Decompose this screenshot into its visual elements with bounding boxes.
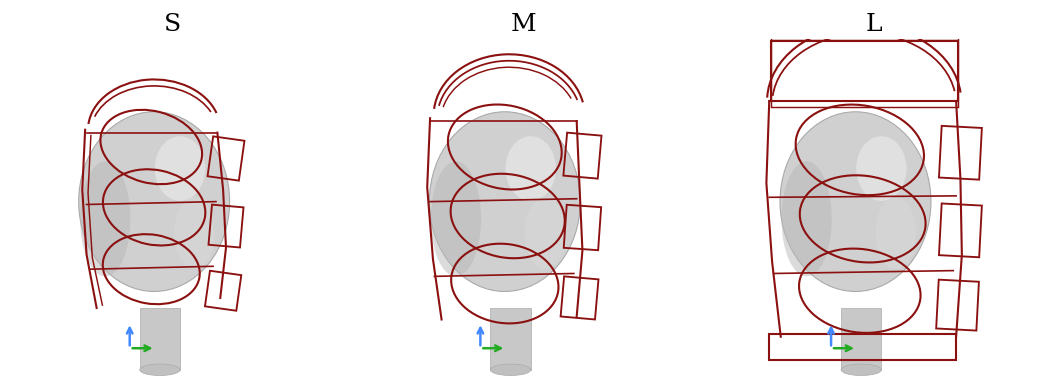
Ellipse shape xyxy=(841,364,882,376)
Ellipse shape xyxy=(506,136,556,201)
Ellipse shape xyxy=(781,162,831,276)
Ellipse shape xyxy=(174,197,215,269)
Ellipse shape xyxy=(856,136,907,201)
PathPatch shape xyxy=(841,308,882,370)
Ellipse shape xyxy=(780,112,931,292)
Title: S: S xyxy=(164,13,181,36)
Ellipse shape xyxy=(79,112,229,292)
Ellipse shape xyxy=(875,197,916,269)
Title: L: L xyxy=(866,13,883,36)
Ellipse shape xyxy=(155,136,205,201)
Title: M: M xyxy=(511,13,536,36)
Ellipse shape xyxy=(525,197,565,269)
Ellipse shape xyxy=(490,364,531,376)
Ellipse shape xyxy=(429,112,580,292)
Ellipse shape xyxy=(430,162,482,276)
Ellipse shape xyxy=(139,364,180,376)
Ellipse shape xyxy=(81,162,131,276)
PathPatch shape xyxy=(139,308,180,370)
PathPatch shape xyxy=(490,308,531,370)
